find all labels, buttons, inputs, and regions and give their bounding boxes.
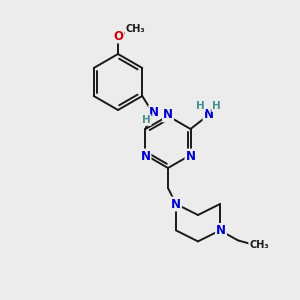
Text: N: N (140, 149, 151, 163)
Text: H: H (196, 101, 205, 111)
Text: N: N (171, 197, 181, 211)
Text: N: N (163, 109, 173, 122)
Text: CH₃: CH₃ (125, 24, 145, 34)
Text: N: N (149, 106, 159, 118)
Text: H: H (212, 101, 221, 111)
Text: N: N (203, 107, 214, 121)
Text: N: N (216, 224, 226, 237)
Text: CH₃: CH₃ (249, 240, 269, 250)
Text: H: H (142, 115, 151, 125)
Text: N: N (185, 149, 196, 163)
Text: O: O (113, 29, 123, 43)
